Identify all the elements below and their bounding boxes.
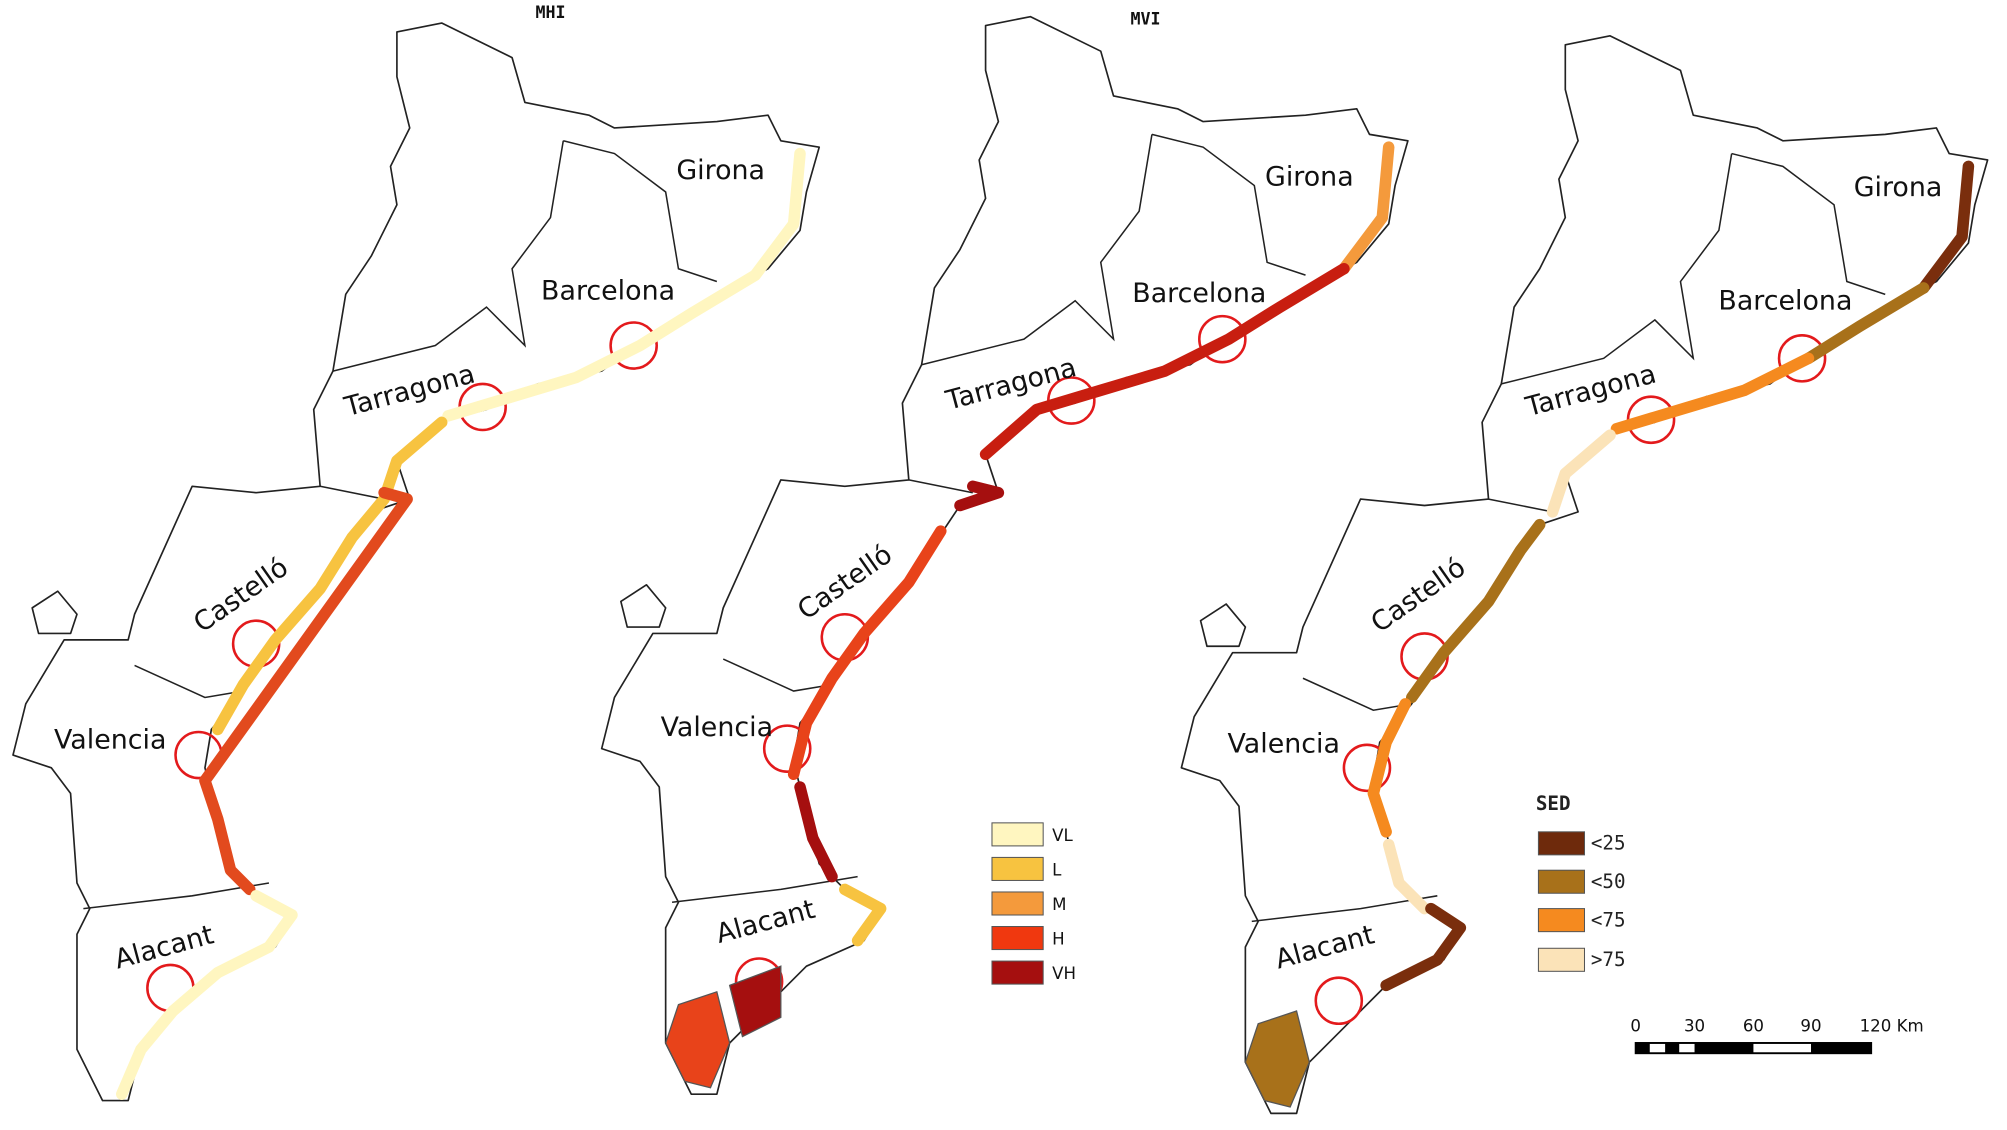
region-label: Barcelona <box>1718 286 1852 317</box>
map-sed: Girona Barcelona Tarragona Castelló Vale… <box>1180 34 1989 1115</box>
scale-label: 30 <box>1684 1016 1705 1035</box>
legend-swatch <box>1537 947 1586 972</box>
scale-bar: 0 30 60 90 120 Km <box>1630 1016 1924 1055</box>
legend-label: <75 <box>1591 909 1626 932</box>
legend-label: <25 <box>1591 832 1626 855</box>
legend-label: H <box>1052 929 1065 948</box>
legend-label: L <box>1052 860 1062 879</box>
map-mhi: Girona Barcelona Tarragona Castelló Vale… <box>11 21 821 1102</box>
legend-swatch <box>1537 908 1586 933</box>
map-title: MVI <box>1131 9 1161 28</box>
legend-swatch <box>1537 869 1586 894</box>
region-label: Barcelona <box>1132 278 1266 309</box>
region-label: Valencia <box>1228 728 1340 759</box>
legend-sed: SED <25 <50 <75 >75 <box>1536 792 1626 972</box>
legend-label: <50 <box>1591 870 1626 893</box>
legend-swatch <box>1537 831 1586 856</box>
legend-title: SED <box>1536 792 1571 815</box>
legend-swatch <box>991 891 1044 916</box>
legend-hazard: VL L M H VH <box>991 822 1076 985</box>
region-label: Barcelona <box>541 275 675 306</box>
region-label: Girona <box>1854 172 1943 203</box>
scale-label: 90 <box>1800 1016 1821 1035</box>
legend-swatch <box>991 960 1044 985</box>
legend-swatch <box>991 822 1044 847</box>
region-label: Girona <box>676 155 765 186</box>
legend-swatch <box>991 926 1044 951</box>
legend-label: M <box>1052 895 1066 914</box>
scale-label: 60 <box>1743 1016 1764 1035</box>
map-mvi: Girona Barcelona Tarragona Castelló Vale… <box>600 15 1410 1096</box>
scale-label: 0 <box>1630 1016 1641 1035</box>
scale-label: 120 Km <box>1860 1016 1924 1035</box>
region-label: Valencia <box>661 712 773 743</box>
region-label: Girona <box>1265 162 1354 193</box>
legend-label: VH <box>1052 964 1076 983</box>
legend-label: VL <box>1052 826 1073 845</box>
map-title: MHI <box>535 3 565 22</box>
legend-label: >75 <box>1591 948 1626 971</box>
legend-swatch <box>991 856 1044 881</box>
region-label: Valencia <box>54 725 166 756</box>
